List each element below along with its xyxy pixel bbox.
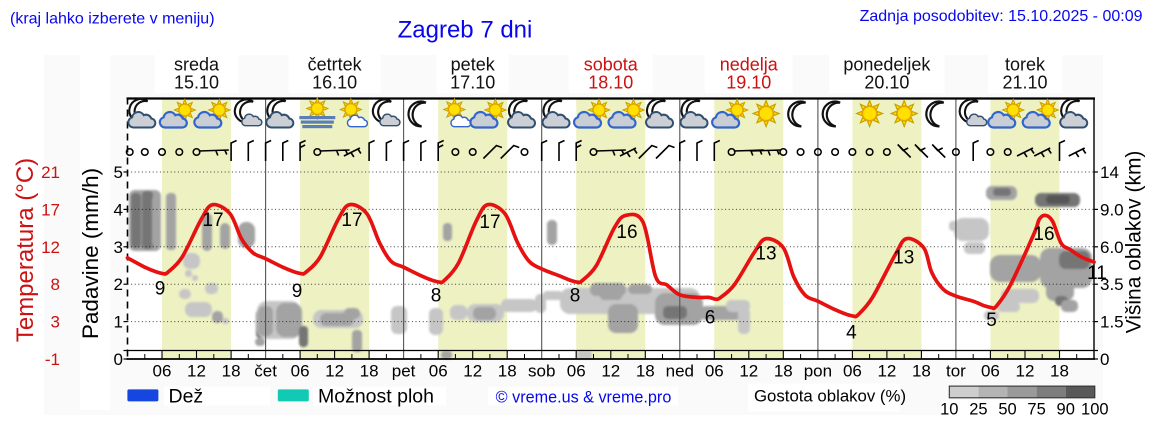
svg-text:90: 90 <box>1057 401 1075 419</box>
svg-text:petek: petek <box>451 55 496 75</box>
svg-text:06: 06 <box>843 362 862 381</box>
svg-text:čet: čet <box>254 362 277 381</box>
svg-text:13: 13 <box>893 248 914 269</box>
svg-text:ned: ned <box>666 362 694 381</box>
svg-text:12: 12 <box>325 362 344 381</box>
svg-text:17.10: 17.10 <box>450 73 495 93</box>
svg-text:-1: -1 <box>45 350 60 369</box>
svg-text:15.10: 15.10 <box>174 73 219 93</box>
svg-text:pet: pet <box>392 362 416 381</box>
svg-text:3.5: 3.5 <box>1100 275 1124 294</box>
svg-text:16: 16 <box>1033 224 1054 245</box>
svg-text:5: 5 <box>986 310 997 331</box>
svg-text:Dež: Dež <box>169 386 204 408</box>
svg-text:četrtek: četrtek <box>308 55 363 75</box>
svg-text:0: 0 <box>1100 350 1109 369</box>
svg-text:16: 16 <box>616 222 637 243</box>
svg-text:12: 12 <box>601 362 620 381</box>
svg-text:9: 9 <box>155 279 166 300</box>
svg-text:17: 17 <box>479 212 500 233</box>
svg-text:4: 4 <box>114 200 123 219</box>
svg-text:18: 18 <box>774 362 793 381</box>
svg-text:4: 4 <box>846 323 857 344</box>
svg-text:12: 12 <box>187 362 206 381</box>
svg-text:18.10: 18.10 <box>588 73 633 93</box>
svg-text:21.10: 21.10 <box>1002 73 1047 93</box>
svg-text:Padavine (mm/h): Padavine (mm/h) <box>78 168 103 339</box>
svg-text:sobota: sobota <box>584 55 639 75</box>
svg-text:Gostota oblakov (%): Gostota oblakov (%) <box>754 387 906 406</box>
svg-text:tor: tor <box>946 362 966 381</box>
svg-text:1: 1 <box>114 313 123 332</box>
svg-text:6: 6 <box>705 308 716 329</box>
svg-text:12: 12 <box>41 238 60 257</box>
svg-text:18: 18 <box>360 362 379 381</box>
svg-text:sob: sob <box>528 362 555 381</box>
svg-text:12: 12 <box>1016 362 1035 381</box>
svg-text:0: 0 <box>114 350 123 369</box>
svg-text:18: 18 <box>222 362 241 381</box>
svg-text:5: 5 <box>114 163 123 182</box>
svg-text:8: 8 <box>570 286 581 307</box>
svg-text:06: 06 <box>153 362 172 381</box>
svg-text:Možnost ploh: Možnost ploh <box>318 386 434 408</box>
svg-text:14: 14 <box>1100 163 1119 182</box>
svg-text:50: 50 <box>998 401 1016 419</box>
svg-text:100: 100 <box>1081 401 1109 419</box>
svg-text:Zagreb 7 dni: Zagreb 7 dni <box>398 17 533 44</box>
svg-text:9: 9 <box>292 281 303 302</box>
svg-text:25: 25 <box>969 401 987 419</box>
svg-text:17: 17 <box>202 210 223 231</box>
svg-text:nedelja: nedelja <box>720 55 779 75</box>
svg-text:6.0: 6.0 <box>1100 238 1124 257</box>
svg-text:1.5: 1.5 <box>1100 313 1124 332</box>
svg-text:Temperatura (°C): Temperatura (°C) <box>12 158 39 342</box>
svg-text:(kraj lahko izberete v meniju): (kraj lahko izberete v meniju) <box>10 11 215 28</box>
svg-text:8: 8 <box>431 286 442 307</box>
svg-text:18: 18 <box>912 362 931 381</box>
svg-text:Zadnja posodobitev: 15.10.2025: Zadnja posodobitev: 15.10.2025 - 00:09 <box>860 8 1143 25</box>
svg-text:8: 8 <box>51 275 60 294</box>
svg-text:© vreme.us & vreme.pro: © vreme.us & vreme.pro <box>496 389 672 407</box>
svg-text:17: 17 <box>341 210 362 231</box>
svg-text:17: 17 <box>41 200 60 219</box>
svg-text:06: 06 <box>291 362 310 381</box>
svg-text:06: 06 <box>567 362 586 381</box>
svg-text:12: 12 <box>739 362 758 381</box>
svg-text:ponedeljek: ponedeljek <box>843 55 931 75</box>
svg-text:pon: pon <box>804 362 832 381</box>
svg-text:11: 11 <box>1087 263 1107 284</box>
svg-text:21: 21 <box>41 163 60 182</box>
svg-text:2: 2 <box>114 275 123 294</box>
svg-text:sreda: sreda <box>174 55 220 75</box>
svg-text:Višina oblakov (km): Višina oblakov (km) <box>1123 151 1146 334</box>
svg-text:16.10: 16.10 <box>312 73 357 93</box>
svg-text:18: 18 <box>498 362 517 381</box>
svg-text:19.10: 19.10 <box>726 73 771 93</box>
svg-text:18: 18 <box>1050 362 1069 381</box>
svg-text:18: 18 <box>636 362 655 381</box>
svg-text:torek: torek <box>1005 55 1046 75</box>
svg-text:12: 12 <box>877 362 896 381</box>
svg-text:06: 06 <box>981 362 1000 381</box>
svg-text:3: 3 <box>51 313 60 332</box>
svg-text:10: 10 <box>940 401 958 419</box>
svg-text:13: 13 <box>755 244 776 265</box>
svg-text:75: 75 <box>1027 401 1045 419</box>
svg-text:06: 06 <box>429 362 448 381</box>
svg-text:12: 12 <box>463 362 482 381</box>
svg-text:20.10: 20.10 <box>864 73 909 93</box>
svg-text:9.0: 9.0 <box>1100 200 1124 219</box>
svg-text:06: 06 <box>705 362 724 381</box>
svg-text:3: 3 <box>114 238 123 257</box>
